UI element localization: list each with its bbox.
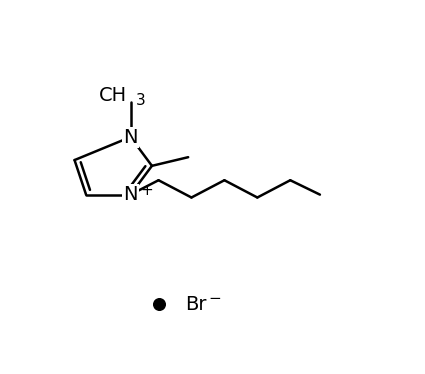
Point — [155, 301, 162, 307]
Text: Br: Br — [185, 295, 207, 313]
Text: N: N — [123, 128, 138, 147]
Text: CH: CH — [99, 86, 127, 105]
Text: N: N — [123, 185, 138, 204]
Text: +: + — [140, 183, 153, 198]
Text: −: − — [209, 291, 221, 306]
Text: 3: 3 — [136, 93, 145, 108]
